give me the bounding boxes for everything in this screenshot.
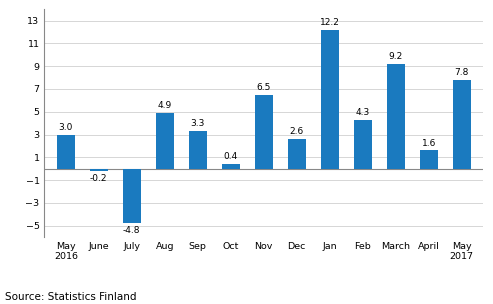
Bar (255, 95, 273, 169)
Bar (156, 113, 174, 169)
Text: Source: Statistics Finland: Source: Statistics Finland (5, 292, 137, 302)
Text: 7.8: 7.8 (455, 68, 469, 77)
Text: 1.6: 1.6 (422, 139, 436, 148)
Bar (353, 120, 372, 169)
Text: 4.3: 4.3 (355, 108, 370, 117)
Text: 9.2: 9.2 (388, 52, 403, 61)
Text: 0.4: 0.4 (224, 152, 238, 161)
Text: -0.2: -0.2 (90, 174, 107, 183)
Bar (222, 164, 240, 169)
Text: 4.9: 4.9 (158, 101, 172, 110)
Bar (288, 139, 306, 169)
Text: -4.8: -4.8 (123, 226, 141, 235)
Text: 6.5: 6.5 (256, 83, 271, 92)
Text: 2.6: 2.6 (289, 127, 304, 136)
Bar (387, 64, 405, 169)
Bar (189, 131, 207, 169)
Bar (320, 30, 339, 169)
Bar (57, 134, 75, 169)
Bar (420, 150, 438, 169)
Text: 12.2: 12.2 (320, 18, 340, 27)
Text: 3.3: 3.3 (191, 119, 205, 128)
Bar (123, 169, 141, 223)
Text: 3.0: 3.0 (59, 123, 73, 132)
Bar (453, 80, 471, 169)
Bar (90, 169, 108, 171)
